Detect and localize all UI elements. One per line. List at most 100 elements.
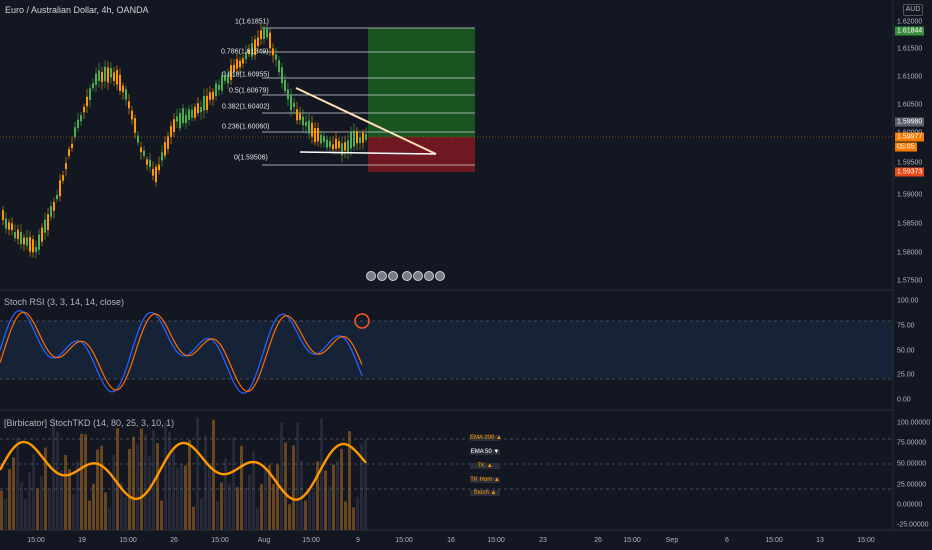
price-candle	[77, 119, 79, 128]
time-axis-label: 15:00	[395, 537, 413, 544]
symbol-title[interactable]: Euro / Australian Dollar, 4h, OANDA	[5, 5, 149, 15]
price-axis[interactable]: 1.62000 1.61500 1.61000 1.60500 1.60000 …	[893, 0, 932, 530]
price-candle	[143, 150, 145, 156]
price-candle	[149, 159, 151, 168]
stochtkd-histogram-bar	[240, 445, 243, 530]
stochtkd-histogram-bar	[332, 464, 335, 530]
stochtkd-axis-label: 0.00000	[897, 501, 923, 509]
price-candle	[158, 164, 160, 171]
price-candle	[347, 140, 349, 153]
stochtkd-histogram-bar	[236, 487, 239, 530]
price-candle	[179, 113, 181, 129]
price-candle	[287, 89, 289, 100]
event-icon[interactable]	[402, 271, 412, 281]
stochtkd-pane-label[interactable]: [Birbicator] StochTKD (14, 80, 25, 3, 10…	[4, 418, 175, 428]
stochtkd-histogram-bar	[156, 443, 159, 530]
price-candle	[356, 131, 358, 144]
currency-badge[interactable]: AUD	[903, 4, 923, 16]
event-icons-group[interactable]	[402, 271, 445, 281]
price-candle	[17, 229, 19, 240]
stochrsi-k-line	[0, 310, 363, 394]
event-icons-group[interactable]	[366, 271, 398, 281]
stochtkd-histogram-bar	[208, 465, 211, 530]
price-candle	[110, 68, 112, 78]
price-candle	[35, 246, 37, 253]
price-axis-label: 1.60500	[897, 101, 923, 109]
stochrsi-axis-label: 75.00	[897, 322, 915, 330]
event-icon[interactable]	[388, 271, 398, 281]
event-icon[interactable]	[413, 271, 423, 281]
event-icon[interactable]	[366, 271, 376, 281]
price-candle	[290, 94, 292, 110]
stochtkd-histogram-bar	[180, 463, 183, 530]
stochtkd-histogram-bar	[228, 483, 231, 530]
stochtkd-histogram-bar	[60, 470, 63, 530]
stochtkd-histogram-bar	[344, 501, 347, 530]
stochtkd-axis-label: -25.00000	[897, 521, 929, 529]
stochrsi-axis-label: 25.00	[897, 371, 915, 379]
price-candle	[53, 202, 55, 211]
time-axis-label: 19	[78, 537, 86, 544]
time-axis-label: 15:00	[27, 537, 45, 544]
price-candle	[227, 74, 229, 84]
stochtkd-histogram-bar	[148, 456, 151, 530]
stochtkd-histogram-bar	[68, 469, 71, 530]
price-candle	[182, 108, 184, 124]
price-candle	[50, 206, 52, 217]
stochtkd-histogram-bar	[88, 500, 91, 530]
stochtkd-histogram-bar	[96, 449, 99, 530]
time-axis-label: 9	[356, 537, 360, 544]
price-candle	[65, 163, 67, 170]
price-candle	[98, 70, 100, 81]
price-candle	[107, 67, 109, 83]
price-candle	[161, 152, 163, 161]
stochtkd-histogram-bar	[252, 451, 255, 530]
price-candle	[269, 32, 271, 49]
stochtkd-histogram-bar	[312, 491, 315, 530]
price-candle	[263, 27, 265, 39]
time-axis-label: 15:00	[857, 537, 875, 544]
price-candle	[134, 118, 136, 133]
price-candle	[200, 107, 202, 113]
stochtkd-histogram-bar	[120, 482, 123, 530]
target-zone	[368, 28, 475, 137]
stochtkd-histogram-bar	[360, 444, 363, 530]
fib-level-label: 0.382(1.60402)	[222, 103, 270, 111]
stochtkd-histogram-bar	[348, 431, 351, 530]
price-candle	[5, 218, 7, 229]
price-axis-label: 1.58000	[897, 249, 923, 257]
price-candle	[245, 51, 247, 60]
event-icon[interactable]	[424, 271, 434, 281]
price-candle	[272, 48, 274, 56]
stochtkd-axis-label: 50.00000	[897, 460, 927, 468]
price-candle	[191, 109, 193, 118]
price-candle	[170, 126, 172, 137]
event-icon[interactable]	[435, 271, 445, 281]
trendline	[299, 151, 437, 155]
stochtkd-histogram-bar	[124, 496, 127, 530]
stochtkd-histogram-bar	[280, 423, 283, 530]
price-candle	[344, 142, 346, 151]
price-candle	[146, 159, 148, 165]
stochtkd-histogram-bar	[48, 489, 51, 530]
price-candle	[236, 59, 238, 69]
stochtkd-histogram-bar	[136, 444, 139, 530]
stochrsi-axis-label: 50.00	[897, 347, 915, 355]
stochtkd-histogram-bar	[364, 440, 367, 530]
event-icon[interactable]	[377, 271, 387, 281]
last-price-tag: 1.59977	[895, 132, 925, 142]
price-candle	[251, 43, 253, 57]
stochtkd-histogram-bar	[308, 488, 311, 530]
price-axis-label: 1.59500	[897, 159, 923, 167]
price-candle	[23, 237, 25, 245]
price-candle	[140, 147, 142, 153]
stochtkd-histogram-bar	[128, 449, 131, 530]
price-candle	[230, 65, 232, 80]
price-candle	[71, 143, 73, 149]
stochtkd-histogram-bar	[168, 431, 171, 530]
signal-stoch: Stoch ▲	[470, 490, 500, 496]
price-candle	[314, 128, 316, 143]
stochtkd-histogram-bar	[76, 461, 79, 530]
stochrsi-pane-label[interactable]: Stoch RSI (3, 3, 14, 14, close)	[4, 297, 125, 307]
